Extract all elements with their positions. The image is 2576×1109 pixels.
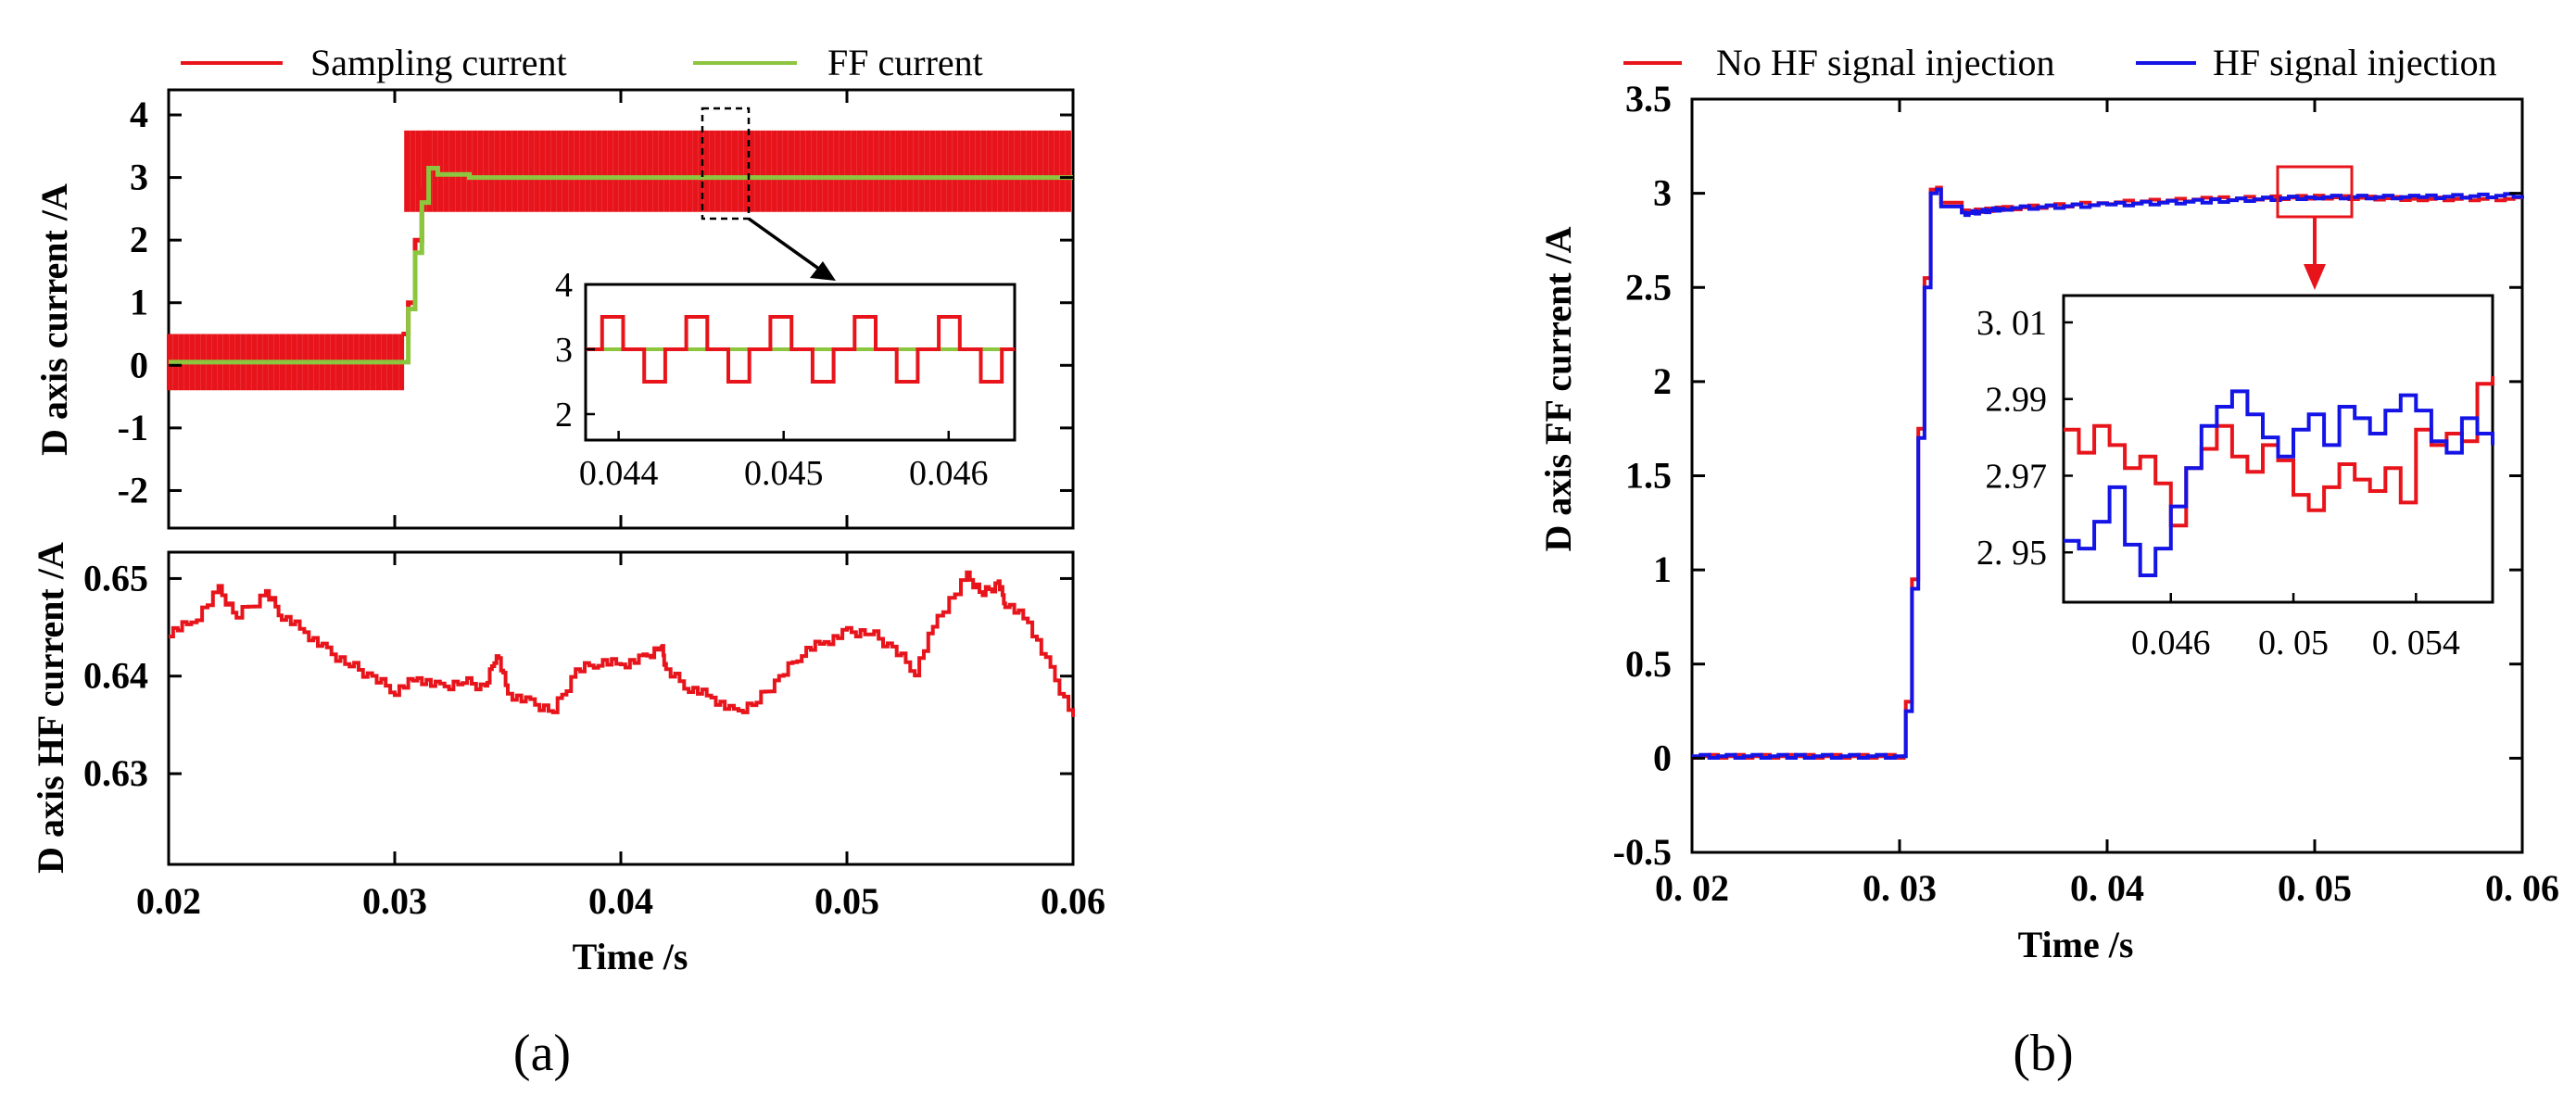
inset-b-ytick-label: 3. 01 bbox=[1976, 304, 2047, 343]
a-top-ytick-label: 3 bbox=[130, 157, 148, 198]
series-ff-current bbox=[169, 166, 1073, 365]
inset-a-xtick-label: 0.044 bbox=[579, 454, 659, 493]
b-ytick-label: 1 bbox=[1653, 548, 1672, 590]
ylabel-b: D axis FF current /A bbox=[1537, 226, 1579, 551]
legend-b-hf-label: HF signal injection bbox=[2213, 42, 2497, 83]
inset-b-xtick-label: 0. 054 bbox=[2372, 624, 2460, 662]
legend-a: Sampling current FF current bbox=[181, 42, 983, 83]
ylabel-a-bottom: D axis HF current /A bbox=[30, 542, 71, 874]
b-marks bbox=[1692, 185, 2524, 760]
panel-b: No HF signal injection HF signal injecti… bbox=[1537, 42, 2559, 965]
zoom-arrowhead-b bbox=[2304, 264, 2326, 290]
legend-a-sampling-label: Sampling current bbox=[310, 42, 567, 83]
caption-a: (a) bbox=[513, 1025, 571, 1082]
b-xtick-label: 0. 04 bbox=[2070, 867, 2144, 909]
xlabel-a: Time /s bbox=[573, 936, 688, 977]
series-hf-current bbox=[169, 570, 1075, 717]
b-ytick-label: 3 bbox=[1653, 172, 1672, 214]
inset-a-ytick-label: 2 bbox=[555, 396, 573, 435]
panel-a-top: Sampling current FF current -2 -1 0 1 2 3 4 D … bbox=[33, 42, 1075, 530]
a-top-ytick-label: 1 bbox=[130, 282, 148, 323]
a-top-ytick-label: 4 bbox=[130, 94, 148, 135]
b-xtick-label: 0. 05 bbox=[2278, 867, 2352, 909]
caption-b: (b) bbox=[2013, 1025, 2073, 1082]
b-xtick-label: 0. 02 bbox=[1655, 867, 1729, 909]
b-ytick-label: 0.5 bbox=[1625, 643, 1672, 685]
ylabel-a-top: D axis current /A bbox=[33, 183, 75, 456]
legend-a-ff-label: FF current bbox=[827, 42, 983, 83]
b-ytick-label: 2.5 bbox=[1625, 266, 1672, 308]
zoom-box-a bbox=[701, 107, 751, 221]
inset-a-sampling-current bbox=[586, 315, 1015, 384]
inset-a-xtick-label: 0.046 bbox=[909, 454, 989, 493]
inset-a-ytick-label: 4 bbox=[555, 266, 573, 305]
inset-b-hf-injection bbox=[2064, 389, 2494, 577]
inset-a-ytick-label: 3 bbox=[555, 331, 573, 370]
zoom-box-b bbox=[2276, 165, 2354, 219]
b-inset-ticks: 0.046 0. 05 0. 054 2. 95 2.97 2.99 3. 01 bbox=[1976, 304, 2460, 662]
a-inset-ticks: 0.044 0.045 0.046 2 3 4 bbox=[555, 266, 989, 493]
xlabel-b: Time /s bbox=[2018, 924, 2134, 965]
zoom-arrow-a bbox=[747, 217, 828, 276]
b-ytick-label: 0 bbox=[1653, 737, 1672, 778]
a-top-ytick-label: 2 bbox=[130, 219, 148, 260]
a-top-marks bbox=[167, 130, 1073, 391]
plot-frame-a-bottom bbox=[167, 550, 1075, 866]
a-bot-xtick-label: 0.06 bbox=[1041, 880, 1105, 922]
b-xtick-label: 0. 06 bbox=[2485, 867, 2559, 909]
a-bot-ticks: 0.02 0.03 0.04 0.05 0.06 0.63 0.64 0.65 bbox=[83, 552, 1105, 922]
inset-a-frame bbox=[584, 283, 1017, 442]
b-inset-marks bbox=[2064, 375, 2494, 577]
b-ytick-label: 3.5 bbox=[1625, 78, 1672, 120]
a-bot-xtick-label: 0.02 bbox=[136, 880, 201, 922]
a-top-ytick-label: -1 bbox=[118, 407, 148, 448]
a-bot-ytick-label: 0.63 bbox=[83, 752, 148, 794]
b-ytick-label: -0.5 bbox=[1613, 831, 1672, 873]
a-bot-ytick-label: 0.65 bbox=[83, 557, 148, 599]
a-bot-xtick-label: 0.04 bbox=[588, 880, 653, 922]
b-xtick-label: 0. 03 bbox=[1863, 867, 1937, 909]
panel-a-bottom: 0.02 0.03 0.04 0.05 0.06 0.63 0.64 0.65 D axis … bbox=[30, 542, 1105, 977]
a-bot-xtick-label: 0.03 bbox=[362, 880, 427, 922]
a-inset-marks bbox=[586, 315, 1015, 384]
a-bot-xtick-label: 0.05 bbox=[814, 880, 879, 922]
a-top-ytick-label: 0 bbox=[130, 344, 148, 385]
inset-b-ytick-label: 2.99 bbox=[1986, 381, 2048, 420]
series-hf-injection bbox=[1692, 187, 2524, 760]
inset-a-xtick-label: 0.045 bbox=[744, 454, 824, 493]
b-ticks: 0. 02 0. 03 0. 04 0. 05 0. 06 -0.5 0 0.5 1 1.5 2 2.… bbox=[1613, 78, 2559, 909]
inset-b-ytick-label: 2.97 bbox=[1986, 457, 2048, 496]
legend-b: No HF signal injection HF signal injecti… bbox=[1623, 42, 2497, 83]
inset-b-xtick-label: 0.046 bbox=[2131, 624, 2211, 662]
a-top-ticks: -2 -1 0 1 2 3 4 bbox=[118, 90, 1075, 528]
a-top-ytick-label: -2 bbox=[118, 469, 148, 510]
a-bot-ytick-label: 0.64 bbox=[83, 655, 148, 697]
inset-b-xtick-label: 0. 05 bbox=[2258, 624, 2329, 662]
a-bot-marks bbox=[169, 570, 1075, 717]
legend-b-nohf-label: No HF signal injection bbox=[1716, 42, 2055, 83]
inset-b-ytick-label: 2. 95 bbox=[1976, 534, 2047, 573]
zoom-arrowhead-a bbox=[810, 261, 836, 281]
b-ytick-label: 2 bbox=[1653, 360, 1672, 402]
inset-b-no-hf-injection bbox=[2064, 375, 2494, 528]
b-ytick-label: 1.5 bbox=[1625, 455, 1672, 497]
